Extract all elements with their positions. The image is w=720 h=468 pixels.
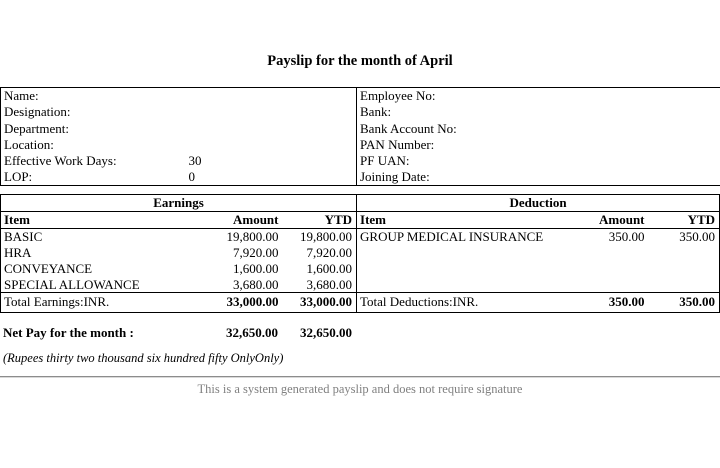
total-deductions-ytd: 350.00 <box>649 292 720 312</box>
table-row: HRA 7,920.00 7,920.00 <box>1 244 720 260</box>
earning-item: CONVEYANCE <box>1 260 211 276</box>
earning-item: HRA <box>1 244 211 260</box>
earning-amount: 19,800.00 <box>211 228 283 244</box>
deduction-item <box>357 276 577 292</box>
info-value-department <box>186 120 357 136</box>
payslip-page: Payslip for the month of April Name: Emp… <box>0 52 720 468</box>
deduction-amount: 350.00 <box>577 228 649 244</box>
info-label-lop: LOP: <box>1 169 186 185</box>
info-row: Designation: Bank: <box>1 104 720 120</box>
earning-item: SPECIAL ALLOWANCE <box>1 276 211 292</box>
employee-info-table: Name: Employee No: Designation: Bank: De… <box>0 87 720 186</box>
total-deductions-label: Total Deductions:INR. <box>357 292 577 312</box>
net-pay-in-words: (Rupees thirty two thousand six hundred … <box>0 351 720 366</box>
info-row: Effective Work Days: 30 PF UAN: <box>1 153 720 169</box>
page-title: Payslip for the month of April <box>0 52 720 70</box>
deduction-amount <box>577 276 649 292</box>
info-label-pf-uan: PF UAN: <box>357 153 557 169</box>
earnings-col-amount: Amount <box>211 211 283 228</box>
earnings-col-item: Item <box>1 211 211 228</box>
info-row: LOP: 0 Joining Date: <box>1 169 720 185</box>
net-pay-amount: 32,650.00 <box>210 325 282 341</box>
info-row: Location: PAN Number: <box>1 136 720 152</box>
deduction-item: GROUP MEDICAL INSURANCE <box>357 228 577 244</box>
deduction-amount <box>577 260 649 276</box>
info-label-joining-date: Joining Date: <box>357 169 557 185</box>
total-earnings-label: Total Earnings:INR. <box>1 292 211 312</box>
deductions-col-ytd: YTD <box>649 211 720 228</box>
totals-row: Total Earnings:INR. 33,000.00 33,000.00 … <box>1 292 720 312</box>
info-label-name: Name: <box>1 88 186 104</box>
info-row: Name: Employee No: <box>1 88 720 104</box>
table-row: CONVEYANCE 1,600.00 1,600.00 <box>1 260 720 276</box>
info-label-location: Location: <box>1 136 186 152</box>
earning-amount: 3,680.00 <box>211 276 283 292</box>
deduction-ytd: 350.00 <box>649 228 720 244</box>
info-label-bank-account: Bank Account No: <box>357 120 557 136</box>
footer-note: This is a system generated payslip and d… <box>0 382 720 397</box>
earning-ytd: 7,920.00 <box>283 244 357 260</box>
earning-ytd: 3,680.00 <box>283 276 357 292</box>
info-value-location <box>186 136 357 152</box>
deductions-col-amount: Amount <box>577 211 649 228</box>
info-label-work-days: Effective Work Days: <box>1 153 186 169</box>
earning-ytd: 1,600.00 <box>283 260 357 276</box>
info-value-work-days: 30 <box>186 153 357 169</box>
table-row: SPECIAL ALLOWANCE 3,680.00 3,680.00 <box>1 276 720 292</box>
info-value-pan <box>557 136 720 152</box>
info-label-employee-no: Employee No: <box>357 88 557 104</box>
info-row: Department: Bank Account No: <box>1 120 720 136</box>
earning-amount: 1,600.00 <box>211 260 283 276</box>
info-label-pan: PAN Number: <box>357 136 557 152</box>
info-label-department: Department: <box>1 120 186 136</box>
net-pay-ytd: 32,650.00 <box>282 325 356 341</box>
info-value-bank <box>557 104 720 120</box>
earnings-deductions-table: Earnings Deduction Item Amount YTD Item … <box>0 194 720 313</box>
total-earnings-amount: 33,000.00 <box>211 292 283 312</box>
net-pay-row: Net Pay for the month : 32,650.00 32,650… <box>0 325 720 341</box>
deduction-item <box>357 260 577 276</box>
earning-ytd: 19,800.00 <box>283 228 357 244</box>
info-value-name <box>186 88 357 104</box>
earnings-section-title: Earnings <box>1 194 357 211</box>
section-header-row: Earnings Deduction <box>1 194 720 211</box>
info-value-employee-no <box>557 88 720 104</box>
deduction-item <box>357 244 577 260</box>
deduction-ytd <box>649 260 720 276</box>
info-label-designation: Designation: <box>1 104 186 120</box>
earning-amount: 7,920.00 <box>211 244 283 260</box>
earning-item: BASIC <box>1 228 211 244</box>
footer-divider <box>0 376 720 378</box>
deduction-section-title: Deduction <box>357 194 720 211</box>
earnings-col-ytd: YTD <box>283 211 357 228</box>
info-value-designation <box>186 104 357 120</box>
total-deductions-amount: 350.00 <box>577 292 649 312</box>
deduction-ytd <box>649 276 720 292</box>
deduction-amount <box>577 244 649 260</box>
info-value-bank-account <box>557 120 720 136</box>
net-pay-label: Net Pay for the month : <box>0 325 210 341</box>
deduction-ytd <box>649 244 720 260</box>
table-row: BASIC 19,800.00 19,800.00 GROUP MEDICAL … <box>1 228 720 244</box>
total-earnings-ytd: 33,000.00 <box>283 292 357 312</box>
info-value-pf-uan <box>557 153 720 169</box>
column-header-row: Item Amount YTD Item Amount YTD <box>1 211 720 228</box>
info-value-joining-date <box>557 169 720 185</box>
info-value-lop: 0 <box>186 169 357 185</box>
info-label-bank: Bank: <box>357 104 557 120</box>
deductions-col-item: Item <box>357 211 577 228</box>
